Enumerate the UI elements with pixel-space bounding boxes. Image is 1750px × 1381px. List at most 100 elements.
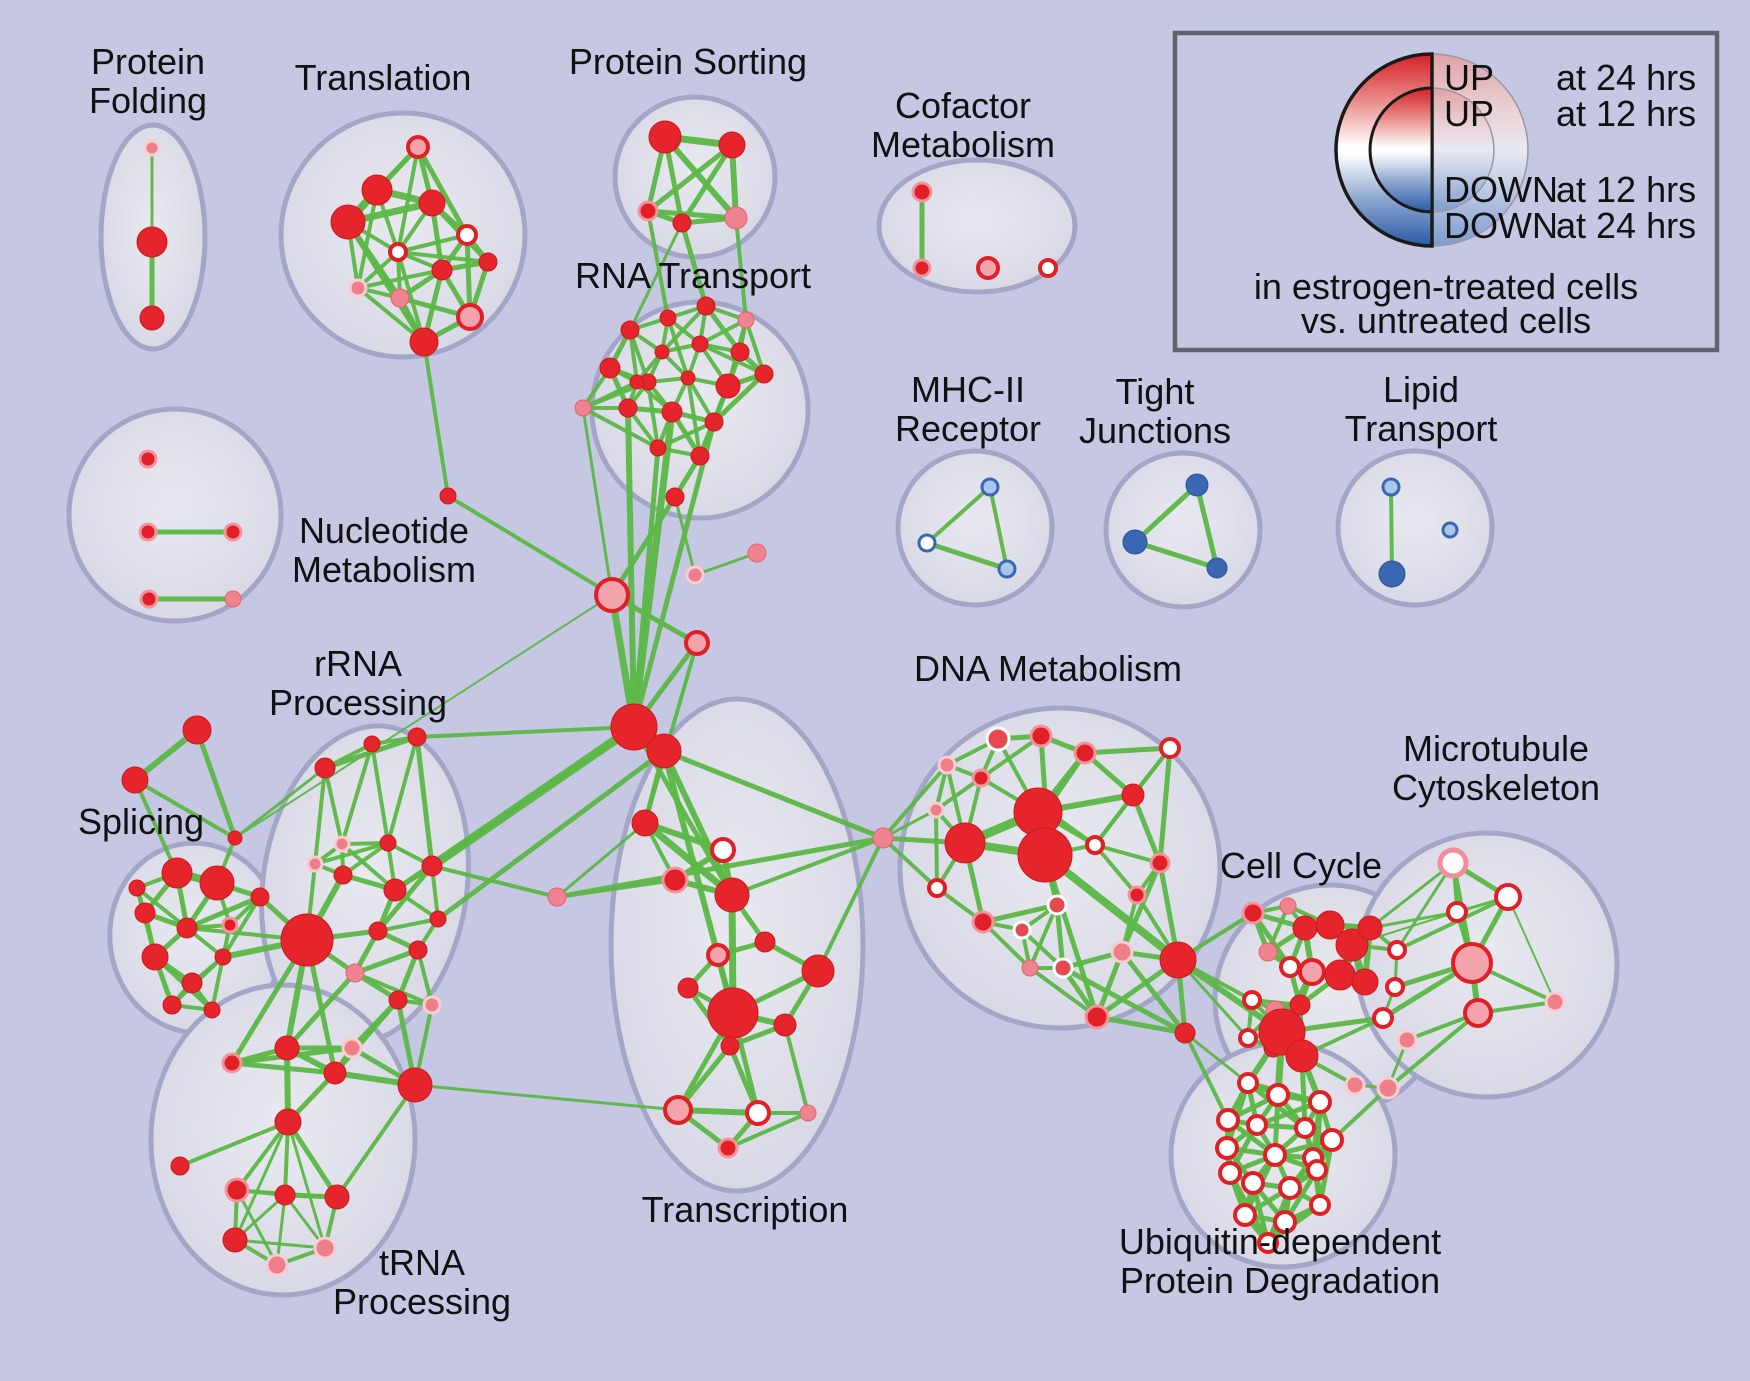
gene-node-lipid-transport-1[interactable] [1378, 560, 1406, 588]
gene-node-dna-metabolism-10[interactable] [1159, 737, 1181, 759]
gene-node-dna-metabolism-0[interactable] [985, 726, 1011, 752]
gene-node-cell-cycle-3[interactable] [1315, 910, 1345, 940]
gene-node-cell-cycle-13[interactable] [1238, 1028, 1258, 1048]
gene-node-connector-nodes-13[interactable] [1385, 977, 1405, 997]
gene-node-transcription-14[interactable] [717, 1137, 739, 1159]
gene-node-mhc-ii-receptor-2[interactable] [997, 559, 1017, 579]
gene-node-splicing-2[interactable] [134, 902, 156, 924]
gene-node-dna-metabolism-15[interactable] [971, 910, 995, 934]
gene-node-trna-processing-3[interactable] [274, 1184, 296, 1206]
gene-node-rna-transport-15[interactable] [574, 399, 592, 417]
gene-node-transcription-9[interactable] [773, 1013, 797, 1037]
gene-node-rrna-processing-1[interactable] [363, 735, 381, 753]
gene-node-dna-metabolism-16[interactable] [1046, 894, 1068, 916]
gene-node-dna-metabolism-13[interactable] [1127, 885, 1147, 905]
gene-node-cell-cycle-16[interactable] [1285, 1039, 1319, 1073]
gene-node-cell-cycle-12[interactable] [1289, 994, 1311, 1016]
gene-node-transcription-5[interactable] [706, 943, 730, 967]
gene-node-translation-0[interactable] [406, 135, 430, 159]
gene-node-microtubule-cytoskeleton-0[interactable] [1437, 847, 1469, 879]
gene-node-cofactor-metabolism-0[interactable] [911, 181, 933, 203]
gene-node-dna-metabolism-21[interactable] [1084, 1004, 1110, 1030]
gene-node-rrna-processing-16[interactable] [341, 1037, 363, 1059]
gene-node-splicing-4[interactable] [221, 916, 239, 934]
gene-node-splicing-10[interactable] [162, 995, 182, 1015]
gene-node-protein-folding-0[interactable] [143, 139, 161, 157]
gene-node-cell-cycle-9[interactable] [1351, 968, 1379, 996]
gene-node-connector-nodes-5[interactable] [685, 565, 705, 585]
gene-node-trna-processing-7[interactable] [265, 1253, 289, 1277]
gene-node-rna-transport-14[interactable] [704, 412, 724, 432]
gene-node-cell-cycle-2[interactable] [1292, 915, 1318, 941]
gene-node-translation-1[interactable] [361, 174, 393, 206]
gene-node-transcription-12[interactable] [745, 1100, 771, 1126]
gene-node-connector-nodes-3[interactable] [439, 487, 457, 505]
gene-node-connector-nodes-10[interactable] [646, 733, 682, 769]
gene-node-rna-transport-13[interactable] [661, 401, 683, 423]
gene-node-rna-transport-17[interactable] [690, 446, 710, 466]
gene-node-ubiquitin-degradation-4[interactable] [1246, 1114, 1268, 1136]
gene-node-lipid-transport-0[interactable] [1381, 477, 1401, 497]
gene-node-translation-3[interactable] [330, 204, 366, 240]
gene-node-dna-metabolism-2[interactable] [1073, 741, 1097, 765]
gene-node-ubiquitin-degradation-15[interactable] [1273, 1210, 1297, 1234]
gene-node-dna-metabolism-25[interactable] [937, 755, 957, 775]
gene-node-transcription-6[interactable] [801, 954, 835, 988]
gene-node-ubiquitin-degradation-5[interactable] [1294, 1117, 1316, 1139]
gene-node-transcription-13[interactable] [799, 1104, 817, 1122]
gene-node-ubiquitin-degradation-1[interactable] [1266, 1083, 1290, 1107]
gene-node-protein-sorting-3[interactable] [672, 213, 692, 233]
gene-node-rrna-processing-12[interactable] [345, 963, 365, 983]
gene-node-translation-10[interactable] [456, 303, 484, 331]
gene-node-cell-cycle-5[interactable] [1258, 942, 1278, 962]
gene-node-protein-sorting-2[interactable] [637, 200, 659, 222]
gene-node-splicing-3[interactable] [176, 917, 198, 939]
gene-node-connector-nodes-4[interactable] [665, 487, 685, 507]
gene-node-ubiquitin-degradation-12[interactable] [1278, 1176, 1302, 1200]
gene-node-rrna-processing-4[interactable] [306, 855, 324, 873]
gene-node-dna-metabolism-19[interactable] [1021, 959, 1039, 977]
gene-node-rna-transport-2[interactable] [696, 296, 716, 316]
gene-node-splicing-9[interactable] [250, 887, 270, 907]
gene-node-rna-transport-16[interactable] [649, 439, 667, 457]
gene-node-tight-junctions-2[interactable] [1206, 557, 1228, 579]
gene-node-ubiquitin-degradation-6[interactable] [1320, 1128, 1344, 1152]
gene-node-microtubule-cytoskeleton-5[interactable] [1544, 991, 1566, 1013]
gene-node-protein-sorting-1[interactable] [718, 131, 746, 159]
gene-node-nucleotide-metabolism-0[interactable] [138, 449, 158, 469]
gene-node-rna-transport-9[interactable] [680, 370, 696, 386]
gene-node-cell-cycle-1[interactable] [1279, 897, 1297, 915]
gene-node-trna-processing-1[interactable] [170, 1156, 190, 1176]
gene-node-translation-4[interactable] [388, 242, 408, 262]
gene-node-rrna-processing-3[interactable] [333, 835, 351, 853]
gene-node-rna-transport-6[interactable] [730, 342, 750, 362]
gene-node-ubiquitin-degradation-0[interactable] [1237, 1072, 1259, 1094]
gene-node-rrna-processing-9[interactable] [429, 910, 447, 928]
gene-node-microtubule-cytoskeleton-2[interactable] [1446, 901, 1468, 923]
gene-node-dna-metabolism-4[interactable] [927, 801, 945, 819]
gene-node-cofactor-metabolism-3[interactable] [1038, 258, 1058, 278]
gene-node-rrna-processing-11[interactable] [368, 921, 388, 941]
gene-node-connector-nodes-9[interactable] [610, 703, 658, 751]
gene-node-ubiquitin-degradation-14[interactable] [1233, 1203, 1257, 1227]
gene-node-splicing-1[interactable] [199, 865, 235, 901]
gene-node-trna-processing-6[interactable] [313, 1236, 337, 1260]
gene-node-dna-metabolism-23[interactable] [1159, 941, 1197, 979]
gene-node-nucleotide-metabolism-1[interactable] [138, 522, 158, 542]
gene-node-connector-nodes-14[interactable] [1372, 1007, 1394, 1029]
gene-node-cofactor-metabolism-1[interactable] [912, 258, 932, 278]
gene-node-rrna-processing-19[interactable] [323, 1061, 347, 1085]
gene-node-rrna-processing-0[interactable] [314, 757, 336, 779]
gene-node-rna-transport-7[interactable] [599, 357, 621, 379]
gene-node-dna-metabolism-1[interactable] [1029, 724, 1053, 748]
gene-node-mhc-ii-receptor-0[interactable] [980, 477, 1000, 497]
gene-node-rna-transport-3[interactable] [737, 311, 755, 329]
gene-node-ubiquitin-degradation-3[interactable] [1216, 1108, 1240, 1132]
gene-node-cell-cycle-8[interactable] [1324, 959, 1356, 991]
gene-node-dna-metabolism-9[interactable] [944, 822, 986, 864]
gene-node-cell-cycle-17[interactable] [1357, 915, 1383, 941]
gene-node-cell-cycle-6[interactable] [1279, 956, 1301, 978]
gene-node-trna-processing-0[interactable] [274, 1108, 302, 1136]
gene-node-microtubule-cytoskeleton-4[interactable] [1463, 998, 1493, 1028]
gene-node-dna-metabolism-11[interactable] [1085, 835, 1105, 855]
